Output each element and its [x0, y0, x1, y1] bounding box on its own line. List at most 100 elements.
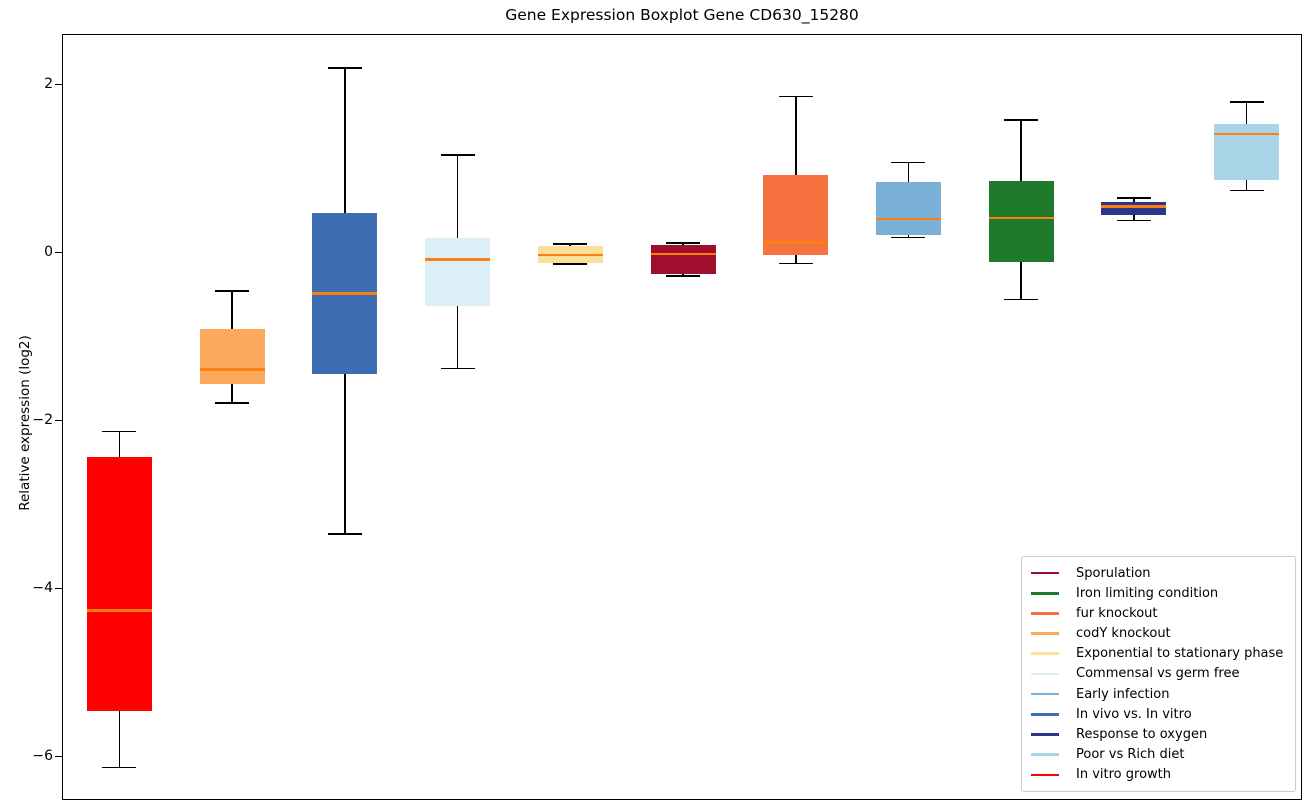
legend-label: Response to oxygen — [1076, 727, 1208, 743]
chart-title: Gene Expression Boxplot Gene CD630_15280 — [505, 6, 859, 24]
legend-item: Response to oxygen — [1022, 724, 1295, 744]
median-line — [86, 609, 152, 612]
whisker-lower — [1020, 261, 1022, 300]
whisker-cap-upper — [666, 242, 700, 245]
whisker-lower — [1133, 214, 1135, 221]
box-response-to-oxygen — [1101, 202, 1167, 215]
plot-area: Sporulation Iron limiting condition fur kn… — [62, 34, 1302, 800]
legend-item: codY knockout — [1022, 624, 1295, 644]
median-line — [1214, 132, 1280, 136]
legend-label: fur knockout — [1076, 605, 1158, 621]
legend-label: In vitro growth — [1076, 767, 1171, 783]
y-tick-label: 0 — [44, 244, 53, 261]
whisker-lower — [682, 274, 684, 277]
median-line — [1101, 205, 1167, 208]
whisker-cap-lower — [553, 263, 588, 266]
legend-swatch — [1031, 571, 1059, 575]
whisker-lower — [794, 255, 797, 264]
whisker-cap-lower — [440, 367, 475, 370]
y-tick-label: −4 — [32, 580, 53, 597]
whisker-cap-lower — [215, 402, 250, 404]
whisker-upper — [344, 67, 346, 214]
box-in-vitro-growth — [86, 456, 152, 712]
legend-swatch — [1031, 773, 1059, 777]
y-tick-mark — [55, 83, 62, 86]
median-line — [537, 253, 603, 257]
median-line — [988, 216, 1054, 220]
whisker-cap-lower — [778, 262, 813, 265]
whisker-upper — [1020, 119, 1022, 182]
whisker-upper — [682, 243, 684, 245]
legend-swatch — [1031, 632, 1059, 635]
legend-item: In vitro growth — [1022, 765, 1295, 785]
median-line — [650, 252, 716, 256]
legend-swatch — [1031, 733, 1059, 736]
whisker-upper — [569, 244, 572, 246]
whisker-upper — [1133, 197, 1135, 203]
legend-item: Poor vs Rich diet — [1022, 745, 1295, 765]
whisker-lower — [344, 374, 346, 534]
y-tick-mark — [55, 251, 62, 254]
whisker-lower — [118, 711, 121, 768]
legend-item: Early infection — [1022, 684, 1295, 704]
legend-label: Exponential to stationary phase — [1076, 646, 1284, 662]
whisker-cap-upper — [102, 430, 137, 433]
legend-label: Commensal vs germ free — [1076, 666, 1240, 682]
whisker-cap-upper — [1004, 119, 1039, 121]
legend-label: Poor vs Rich diet — [1076, 747, 1185, 763]
whisker-lower — [231, 383, 233, 403]
legend-swatch — [1031, 591, 1059, 595]
median-line — [199, 368, 265, 371]
y-tick-mark — [55, 419, 62, 422]
box-iron-limiting-condition — [988, 181, 1054, 262]
legend-item: Iron limiting condition — [1022, 583, 1295, 603]
y-tick-label: 2 — [44, 76, 53, 93]
legend-swatch — [1031, 612, 1059, 615]
median-line — [425, 258, 491, 261]
whisker-cap-lower — [327, 533, 362, 535]
whisker-cap-lower — [1116, 219, 1151, 222]
legend-label: Early infection — [1076, 686, 1170, 702]
whisker-cap-lower — [1004, 298, 1039, 301]
whisker-cap-upper — [327, 66, 362, 69]
median-line — [312, 292, 378, 295]
median-line — [763, 241, 829, 244]
whisker-cap-lower — [1229, 189, 1264, 192]
legend-item: Commensal vs germ free — [1022, 664, 1295, 684]
whisker-upper — [1245, 102, 1248, 125]
legend-label: Sporulation — [1076, 565, 1151, 581]
whisker-lower — [907, 234, 910, 238]
legend-swatch — [1031, 672, 1059, 676]
legend: Sporulation Iron limiting condition fur kn… — [1021, 555, 1296, 792]
y-tick-label: −6 — [32, 748, 53, 765]
median-line — [875, 217, 941, 221]
whisker-cap-upper — [1229, 101, 1264, 103]
whisker-upper — [456, 155, 459, 239]
whisker-cap-upper — [891, 161, 926, 164]
whisker-upper — [231, 291, 233, 329]
whisker-upper — [118, 431, 121, 457]
box-commensal-vs-germ-free — [425, 238, 491, 307]
whisker-cap-upper — [215, 290, 250, 292]
box-sporulation — [650, 244, 716, 275]
whisker-cap-upper — [553, 243, 588, 245]
legend-item: In vivo vs. In vitro — [1022, 704, 1295, 724]
whisker-cap-lower — [666, 275, 700, 277]
whisker-cap-lower — [891, 236, 926, 239]
y-tick-label: −2 — [32, 412, 53, 429]
whisker-cap-upper — [1116, 197, 1151, 199]
legend-item: Sporulation — [1022, 563, 1295, 583]
legend-item: Exponential to stationary phase — [1022, 644, 1295, 664]
box-early-infection — [875, 181, 941, 235]
legend-item: fur knockout — [1022, 603, 1295, 623]
whisker-lower — [456, 306, 459, 369]
whisker-lower — [569, 262, 572, 265]
y-tick-mark — [55, 755, 62, 758]
whisker-cap-upper — [440, 154, 475, 156]
legend-swatch — [1031, 692, 1059, 696]
legend-label: Iron limiting condition — [1076, 585, 1219, 601]
box-cody-knockout — [199, 328, 265, 384]
legend-swatch — [1031, 652, 1059, 656]
legend-swatch — [1031, 753, 1059, 757]
